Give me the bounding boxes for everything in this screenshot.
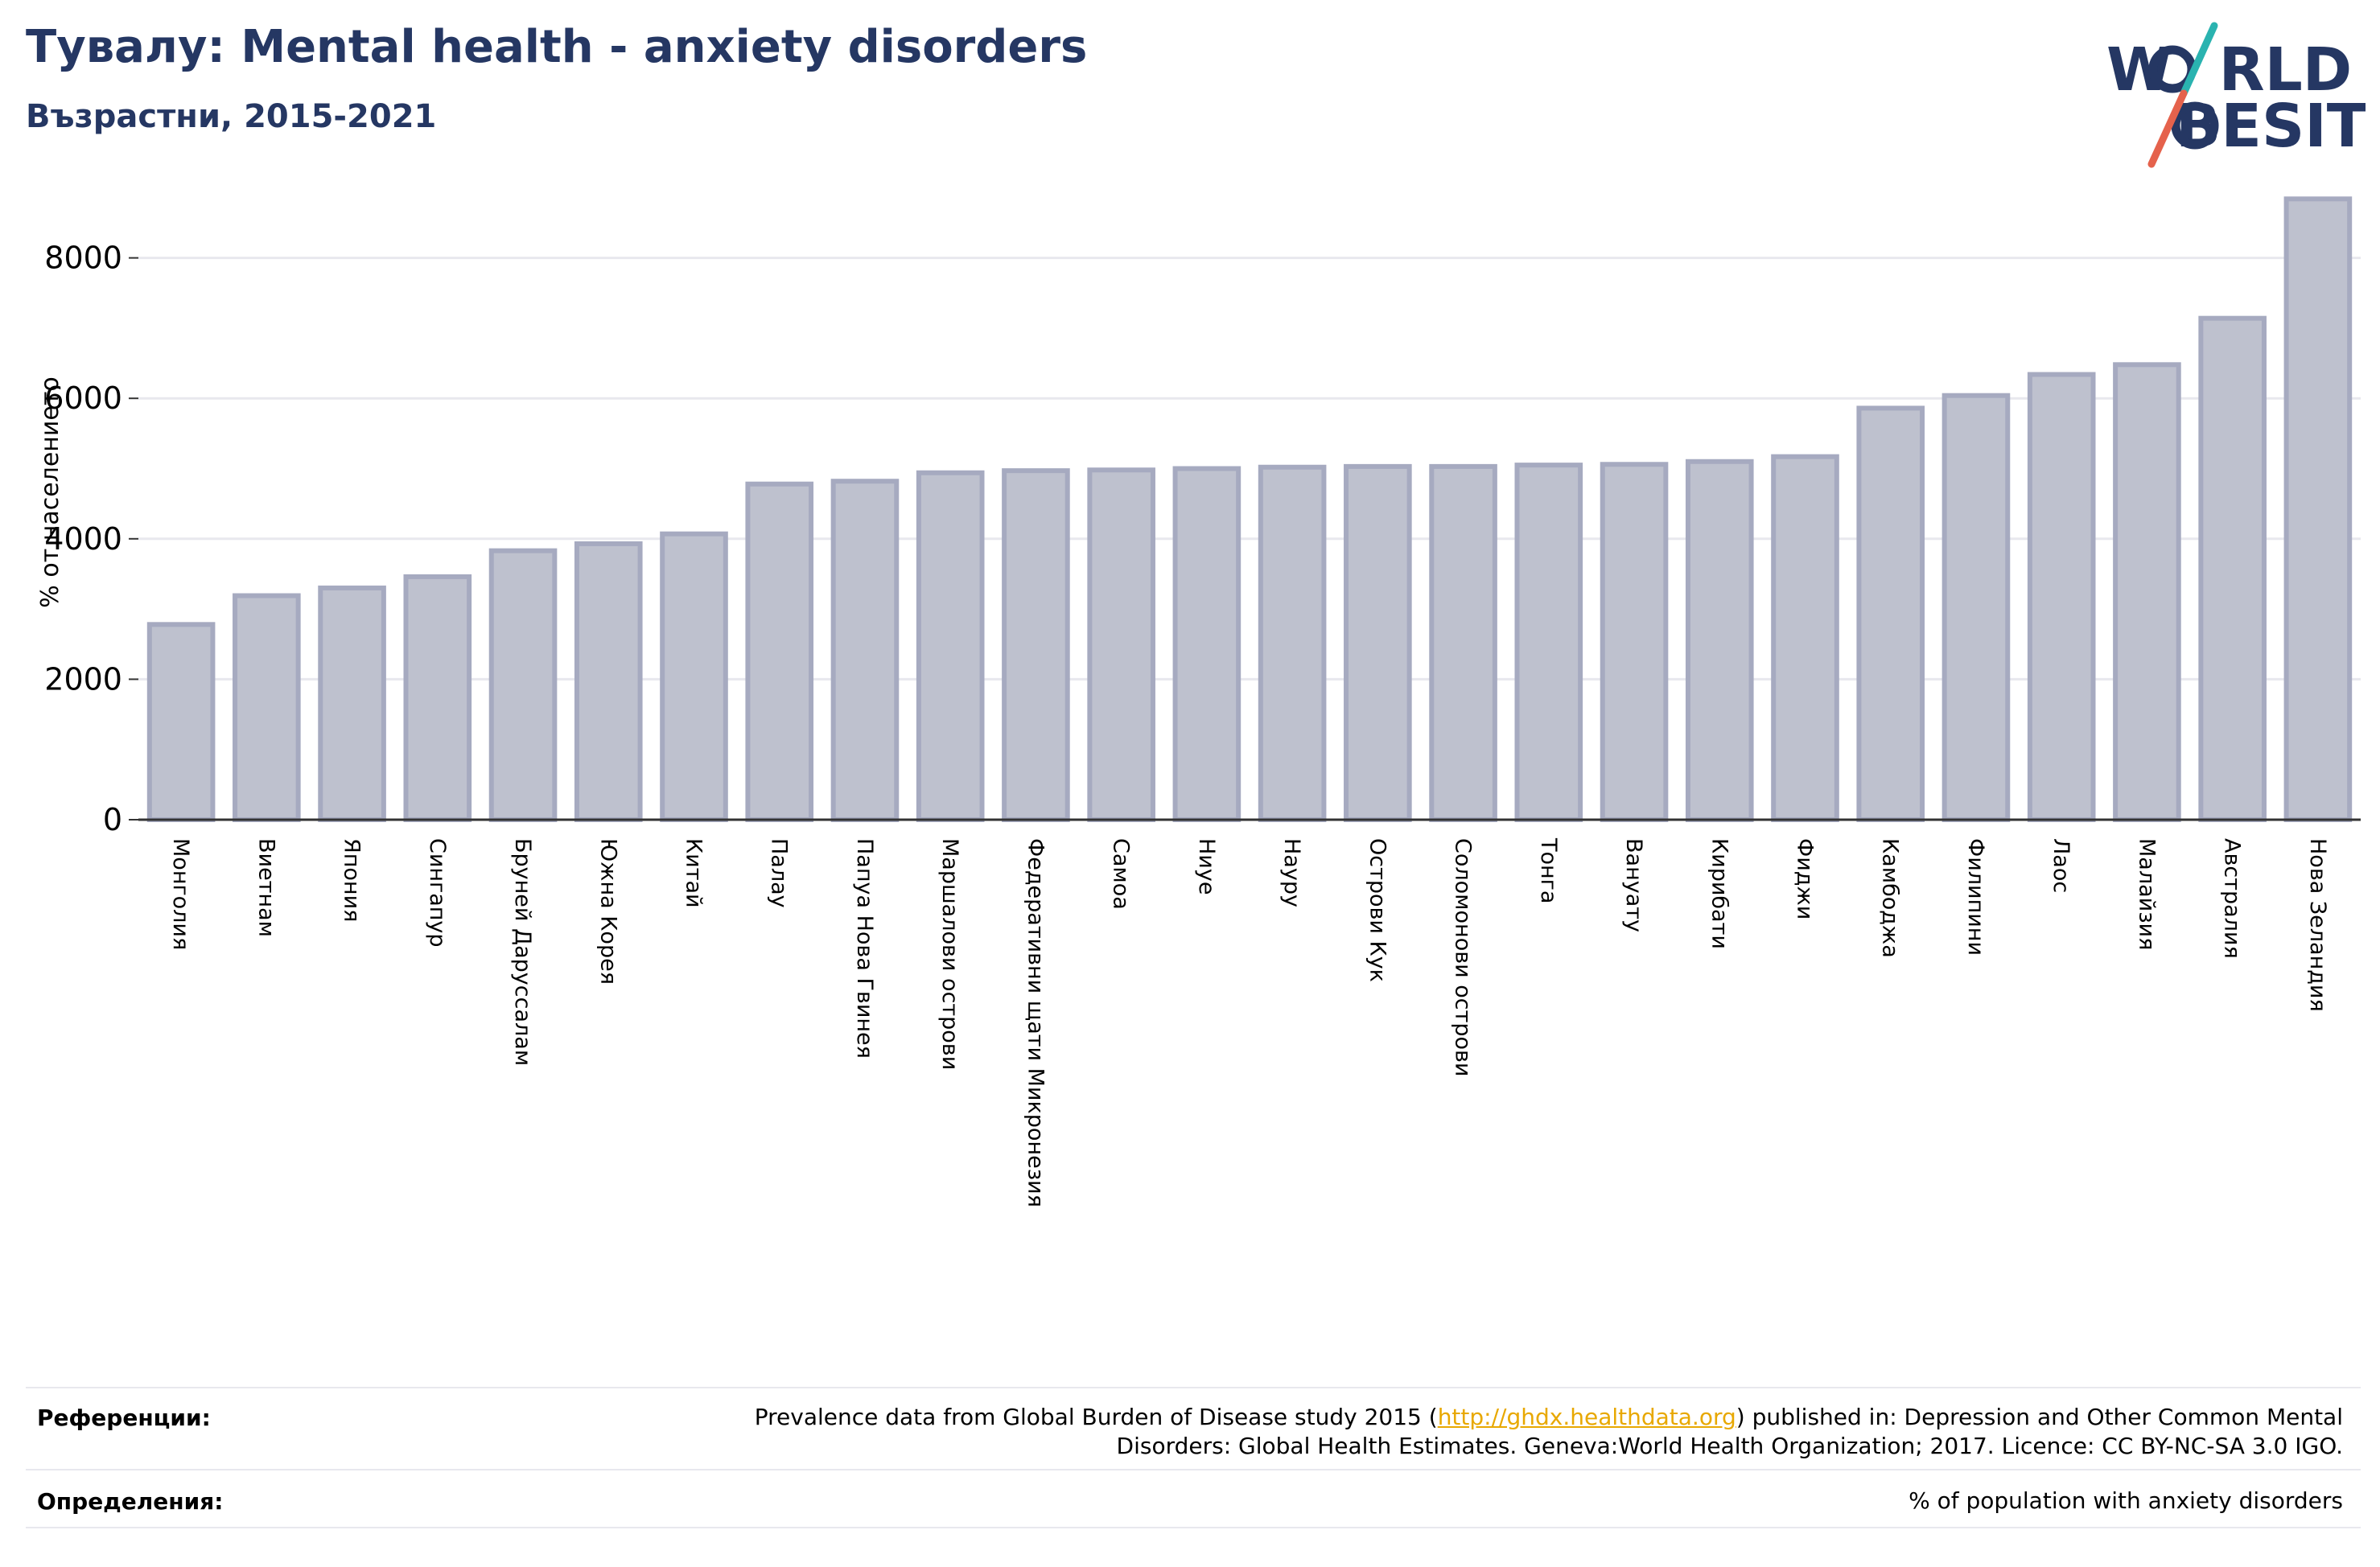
- bar: [403, 574, 472, 823]
- bar: [2198, 315, 2267, 823]
- y-axis-label: % от населението: [36, 376, 64, 607]
- x-tick-label: Камбоджа: [1878, 838, 1903, 958]
- bar: [318, 585, 386, 822]
- bar: [745, 481, 814, 822]
- x-tick-label: Фиджи: [1793, 838, 1818, 919]
- bar: [1344, 463, 1412, 822]
- x-tick-label: Кирибати: [1707, 838, 1731, 949]
- references-post: ) published in: Depression and Other Com…: [1736, 1404, 2343, 1430]
- references-line2: Disorders: Global Health Estimates. Gene…: [1116, 1433, 2343, 1459]
- x-tick-label: Острови Кук: [1365, 838, 1390, 982]
- x-tick-label: Палау: [767, 838, 792, 908]
- y-tick-label: 8000: [44, 241, 122, 276]
- svg-text:BESITY: BESITY: [2176, 92, 2366, 161]
- references-label: Референции:: [37, 1405, 211, 1431]
- bar: [233, 593, 301, 822]
- bar: [574, 541, 643, 822]
- bar: [1685, 459, 1754, 823]
- x-tick-label: Нова Зеландия: [2305, 838, 2330, 1012]
- x-tick-label: Папуа Нова Гвинея: [852, 838, 877, 1059]
- footer-divider-top: [26, 1387, 2361, 1388]
- x-tick-label: Тонга: [1536, 837, 1561, 903]
- bar: [1258, 464, 1327, 823]
- x-tick-label: Науру: [1279, 838, 1304, 907]
- bar: [1514, 463, 1583, 822]
- bar: [660, 531, 728, 823]
- bar: [2113, 362, 2181, 822]
- y-tick-label: 6000: [44, 380, 122, 416]
- bar: [916, 470, 985, 822]
- bar: [146, 622, 216, 823]
- bar: [2283, 196, 2353, 822]
- x-tick-label: Филипини: [1963, 838, 1988, 956]
- definitions-text: % of population with anxiety disorders: [1909, 1487, 2343, 1514]
- x-tick-label: Федеративни щати Микронезия: [1023, 838, 1048, 1207]
- bar: [1856, 405, 1925, 822]
- x-tick-label: Ниуе: [1194, 838, 1219, 895]
- bar: [488, 548, 558, 822]
- references-pre: Prevalence data from Global Burden of Di…: [754, 1404, 1438, 1430]
- references-link[interactable]: http://ghdx.healthdata.org: [1437, 1404, 1736, 1430]
- y-tick-label: 0: [103, 802, 122, 837]
- x-tick-label: Самоа: [1109, 838, 1134, 910]
- y-tick-label: 4000: [44, 521, 122, 557]
- x-tick-label: Австралия: [2220, 838, 2245, 959]
- x-tick-label: Бруней Даруссалам: [510, 838, 535, 1066]
- x-tick-label: Лаос: [2049, 838, 2073, 893]
- chart-subtitle: Възрастни, 2015-2021: [26, 98, 437, 135]
- x-tick-label: Малайзия: [2134, 838, 2159, 950]
- bar: [2027, 372, 2096, 822]
- y-tick-label: 2000: [44, 661, 122, 697]
- bar: [1600, 462, 1669, 823]
- x-tick-label: Япония: [340, 838, 364, 922]
- footer-divider-middle: [26, 1469, 2361, 1470]
- bar: [1771, 454, 1839, 822]
- x-tick-label: Вануату: [1621, 838, 1646, 932]
- bar: [1429, 463, 1497, 822]
- x-tick-label: Виетнам: [253, 838, 278, 937]
- x-tick-label: Южна Корея: [595, 838, 620, 985]
- bar: [1172, 466, 1241, 822]
- bar: [1087, 467, 1155, 822]
- bar-chart: 0 2000 4000 6000 8000 % от населението Монголи…: [36, 196, 2361, 1207]
- references-text: Prevalence data from Global Burden of Di…: [755, 1403, 2343, 1461]
- bar: [1002, 468, 1070, 823]
- bar: [830, 479, 900, 822]
- x-tick-label: Монголия: [168, 838, 193, 950]
- x-tick-label: Соломонови острови: [1451, 838, 1476, 1076]
- chart-title: Тувалу: Mental health - anxiety disorder…: [26, 21, 1088, 73]
- x-tick-label: Сингапур: [425, 838, 450, 948]
- definitions-label: Определения:: [37, 1488, 224, 1515]
- x-tick-label: Китай: [681, 838, 706, 908]
- footer-divider-bottom: [26, 1527, 2361, 1528]
- x-tick-label: Маршалови острови: [937, 838, 962, 1070]
- bar: [1941, 393, 2011, 822]
